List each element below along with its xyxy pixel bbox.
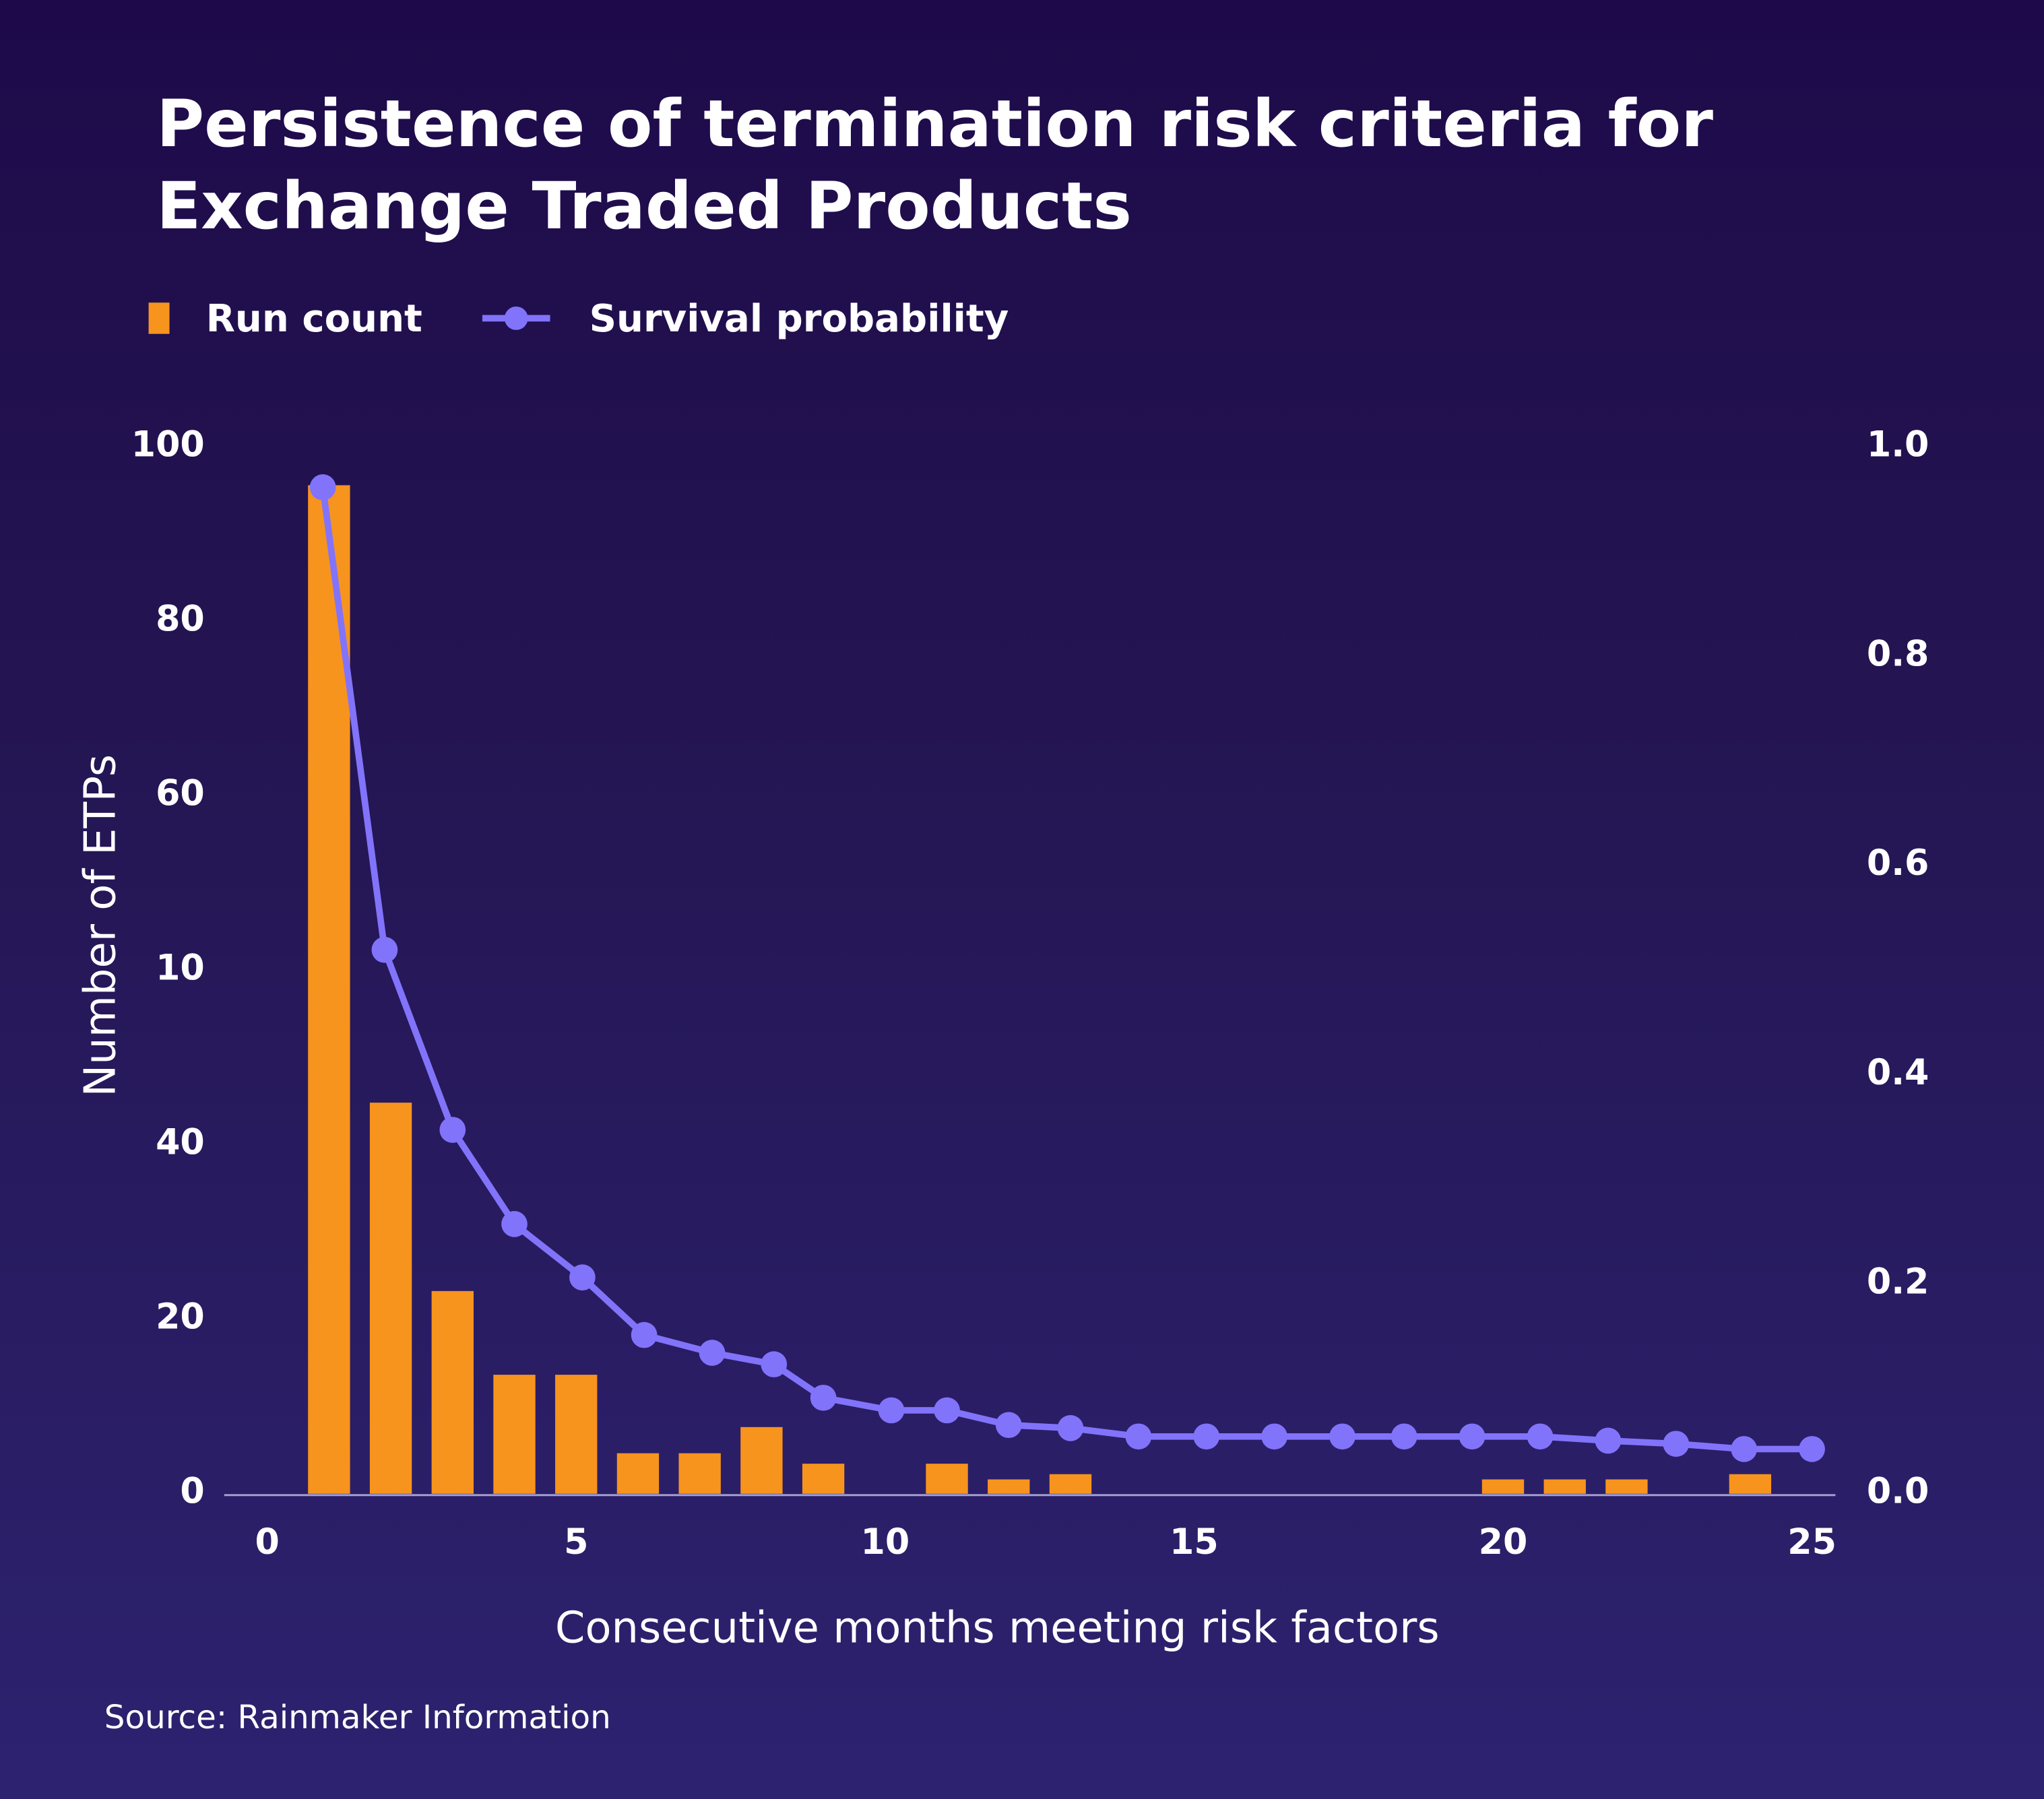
bar-run-count [926, 1464, 968, 1494]
survival-point [1193, 1423, 1220, 1450]
bar-run-count [1049, 1474, 1092, 1494]
chart-title-line2: Exchange Traded Products [156, 168, 1132, 244]
survival-point [439, 1117, 466, 1143]
bar-run-count [431, 1290, 474, 1494]
x-axis-label: Consecutive months meeting risk factors [555, 1603, 1440, 1653]
survival-point [878, 1397, 905, 1424]
survival-point [1329, 1423, 1355, 1450]
legend-label-survival: Survival probability [589, 297, 1009, 341]
survival-point [1527, 1423, 1554, 1450]
y-axis-label: Number of ETPs [75, 754, 125, 1097]
y-left-ticks: 100 80 60 10 40 20 0 [131, 425, 205, 1512]
y-right-tick-label: 0.4 [1867, 1053, 1929, 1093]
survival-point [1125, 1423, 1152, 1450]
survival-point [995, 1412, 1022, 1439]
bar-run-count [802, 1464, 845, 1494]
survival-point [309, 474, 336, 500]
bar-run-count [1605, 1479, 1648, 1494]
y-right-ticks: 1.0 0.8 0.6 0.4 0.2 0.0 [1867, 425, 1929, 1512]
survival-point [810, 1384, 837, 1411]
y-right-tick-label: 0.8 [1867, 634, 1929, 674]
y-left-tick-label: 40 [156, 1122, 205, 1163]
y-left-tick-label: 80 [156, 599, 205, 640]
x-tick-label: 15 [1170, 1522, 1219, 1563]
bar-run-count [493, 1375, 536, 1494]
bar-run-count [678, 1453, 721, 1494]
x-tick-label: 10 [860, 1522, 909, 1563]
survival-point [1261, 1423, 1287, 1450]
bar-run-count [555, 1375, 598, 1494]
bar-run-count [1543, 1479, 1586, 1494]
y-left-tick-label: 100 [131, 425, 205, 465]
bar-run-count [1729, 1474, 1772, 1494]
y-right-tick-label: 0.0 [1867, 1471, 1929, 1511]
legend-label-run-count: Run count [206, 297, 422, 341]
survival-point [1731, 1436, 1758, 1462]
chart-title-line1: Persistence of termination risk criteria… [156, 86, 1713, 162]
bar-run-count [369, 1103, 412, 1494]
y-left-tick-label: 10 [156, 948, 205, 988]
survival-point [501, 1211, 528, 1237]
bar-run-count [988, 1479, 1030, 1494]
y-right-tick-label: 0.6 [1867, 843, 1929, 884]
y-left-tick-label: 0 [180, 1471, 204, 1511]
survival-point [1595, 1427, 1622, 1454]
legend-swatch-marker [504, 306, 528, 330]
y-left-tick-label: 60 [156, 774, 205, 814]
x-tick-label: 5 [564, 1522, 588, 1563]
y-right-tick-label: 1.0 [1867, 425, 1929, 465]
x-tick-label: 0 [255, 1522, 279, 1563]
x-tick-label: 20 [1479, 1522, 1528, 1563]
survival-point [1663, 1431, 1690, 1458]
survival-point [1391, 1423, 1417, 1450]
survival-point [761, 1351, 788, 1377]
survival-line-path [319, 486, 1812, 1453]
y-left-tick-label: 20 [156, 1297, 205, 1337]
survival-point [569, 1264, 596, 1290]
survival-point [1459, 1423, 1486, 1450]
bars [308, 485, 1772, 1494]
survival-point [1799, 1436, 1825, 1462]
survival-point [1057, 1415, 1084, 1441]
legend-swatch-run-count [148, 302, 170, 334]
legend: Run count Survival probability [148, 297, 1009, 341]
survival-point [699, 1340, 726, 1366]
y-right-tick-label: 0.2 [1867, 1262, 1929, 1303]
bar-run-count [616, 1453, 660, 1494]
x-tick-label: 25 [1787, 1522, 1837, 1563]
survival-point [631, 1321, 658, 1348]
survival-point [371, 936, 398, 963]
survival-line [309, 474, 1825, 1462]
survival-point [934, 1397, 960, 1424]
bar-run-count [740, 1427, 783, 1494]
x-ticks: 0 5 10 15 20 25 [255, 1522, 1836, 1563]
bar-run-count [1481, 1479, 1525, 1494]
source-note: Source: Rainmaker Information [104, 1699, 611, 1736]
